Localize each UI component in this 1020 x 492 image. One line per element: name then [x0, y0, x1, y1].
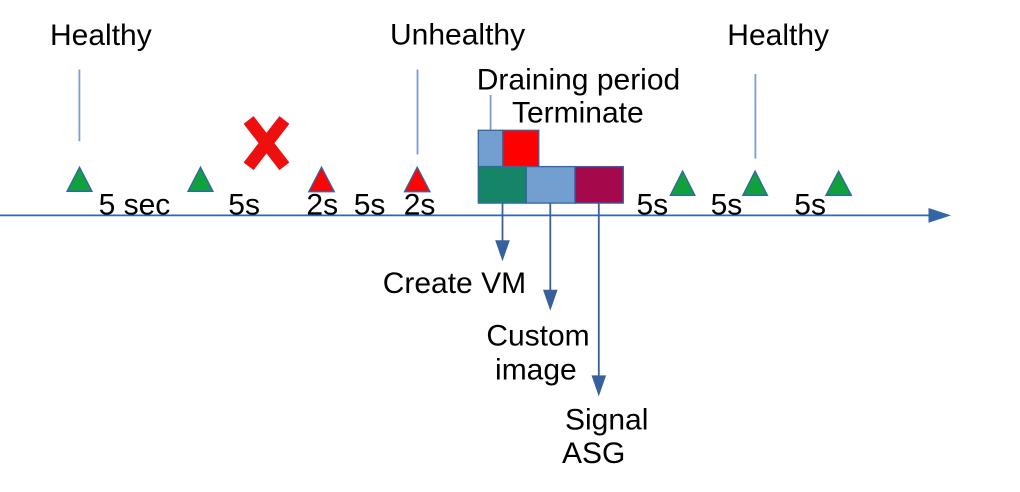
- svg-text:Healthy: Healthy: [50, 19, 152, 52]
- svg-text:Draining period: Draining period: [477, 63, 680, 96]
- svg-text:ASG: ASG: [562, 437, 625, 470]
- svg-text:Healthy: Healthy: [727, 19, 829, 52]
- svg-text:Create VM: Create VM: [383, 267, 526, 300]
- svg-text:5s: 5s: [711, 189, 743, 222]
- svg-text:5s: 5s: [794, 189, 826, 222]
- svg-text:2s: 2s: [306, 189, 338, 222]
- svg-text:5s: 5s: [637, 189, 669, 222]
- svg-text:5s: 5s: [228, 189, 260, 222]
- svg-text:Signal: Signal: [565, 404, 648, 437]
- svg-text:5s: 5s: [354, 189, 386, 222]
- svg-text:2s: 2s: [404, 189, 436, 222]
- svg-text:Unhealthy: Unhealthy: [390, 19, 525, 52]
- svg-text:5 sec: 5 sec: [99, 189, 171, 222]
- svg-text:Custom: Custom: [486, 319, 589, 352]
- svg-text:image: image: [495, 353, 577, 386]
- svg-text:Terminate: Terminate: [512, 96, 644, 129]
